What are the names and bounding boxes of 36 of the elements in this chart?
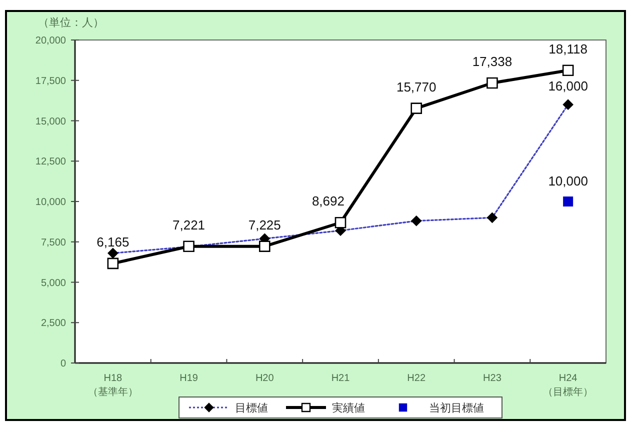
data-label: 7,225 [248, 217, 281, 232]
legend-label: 目標値 [235, 402, 268, 414]
x-tick-label: H22 [407, 373, 426, 384]
x-tick-label: H20 [255, 373, 274, 384]
x-tick-label: H19 [180, 373, 198, 384]
y-tick-label: 12,500 [35, 156, 66, 168]
y-tick-label: 2,500 [40, 318, 66, 330]
point [258, 240, 270, 252]
point [410, 102, 422, 114]
x-tick-label: H18 （基準年） [88, 373, 138, 398]
data-label: 16,000 [548, 78, 588, 94]
legend-label: 実績値 [332, 401, 365, 414]
y-tick-label: 7,500 [40, 237, 66, 248]
data-label: 6,165 [96, 234, 130, 250]
data-label: 15,770 [396, 79, 436, 94]
point [562, 64, 574, 76]
x-tick-label: H23 [483, 373, 502, 384]
y-tick-label: 5,000 [40, 278, 66, 289]
data-label: 7,221 [172, 217, 206, 232]
legend-label: 当初目標値 [429, 401, 484, 414]
y-tick-label: 0 [60, 358, 66, 370]
y-tick-label: 17,500 [35, 76, 66, 87]
point [334, 216, 346, 228]
point [107, 258, 119, 270]
data-label: 8,692 [312, 194, 344, 209]
x-tick-label: H24 （目標年） [543, 373, 594, 398]
y-tick-label: 15,000 [35, 116, 66, 128]
point [486, 77, 498, 89]
y-tick-label: 10,000 [35, 197, 66, 208]
text: （単位：人） [38, 17, 104, 29]
point [563, 196, 574, 206]
y-tick-label: 20,000 [35, 36, 66, 46]
data-label: 17,338 [472, 54, 512, 69]
x-tick-label: H21 [331, 373, 350, 384]
data-label: 18,118 [548, 41, 588, 56]
data-label: 10,000 [548, 174, 588, 188]
